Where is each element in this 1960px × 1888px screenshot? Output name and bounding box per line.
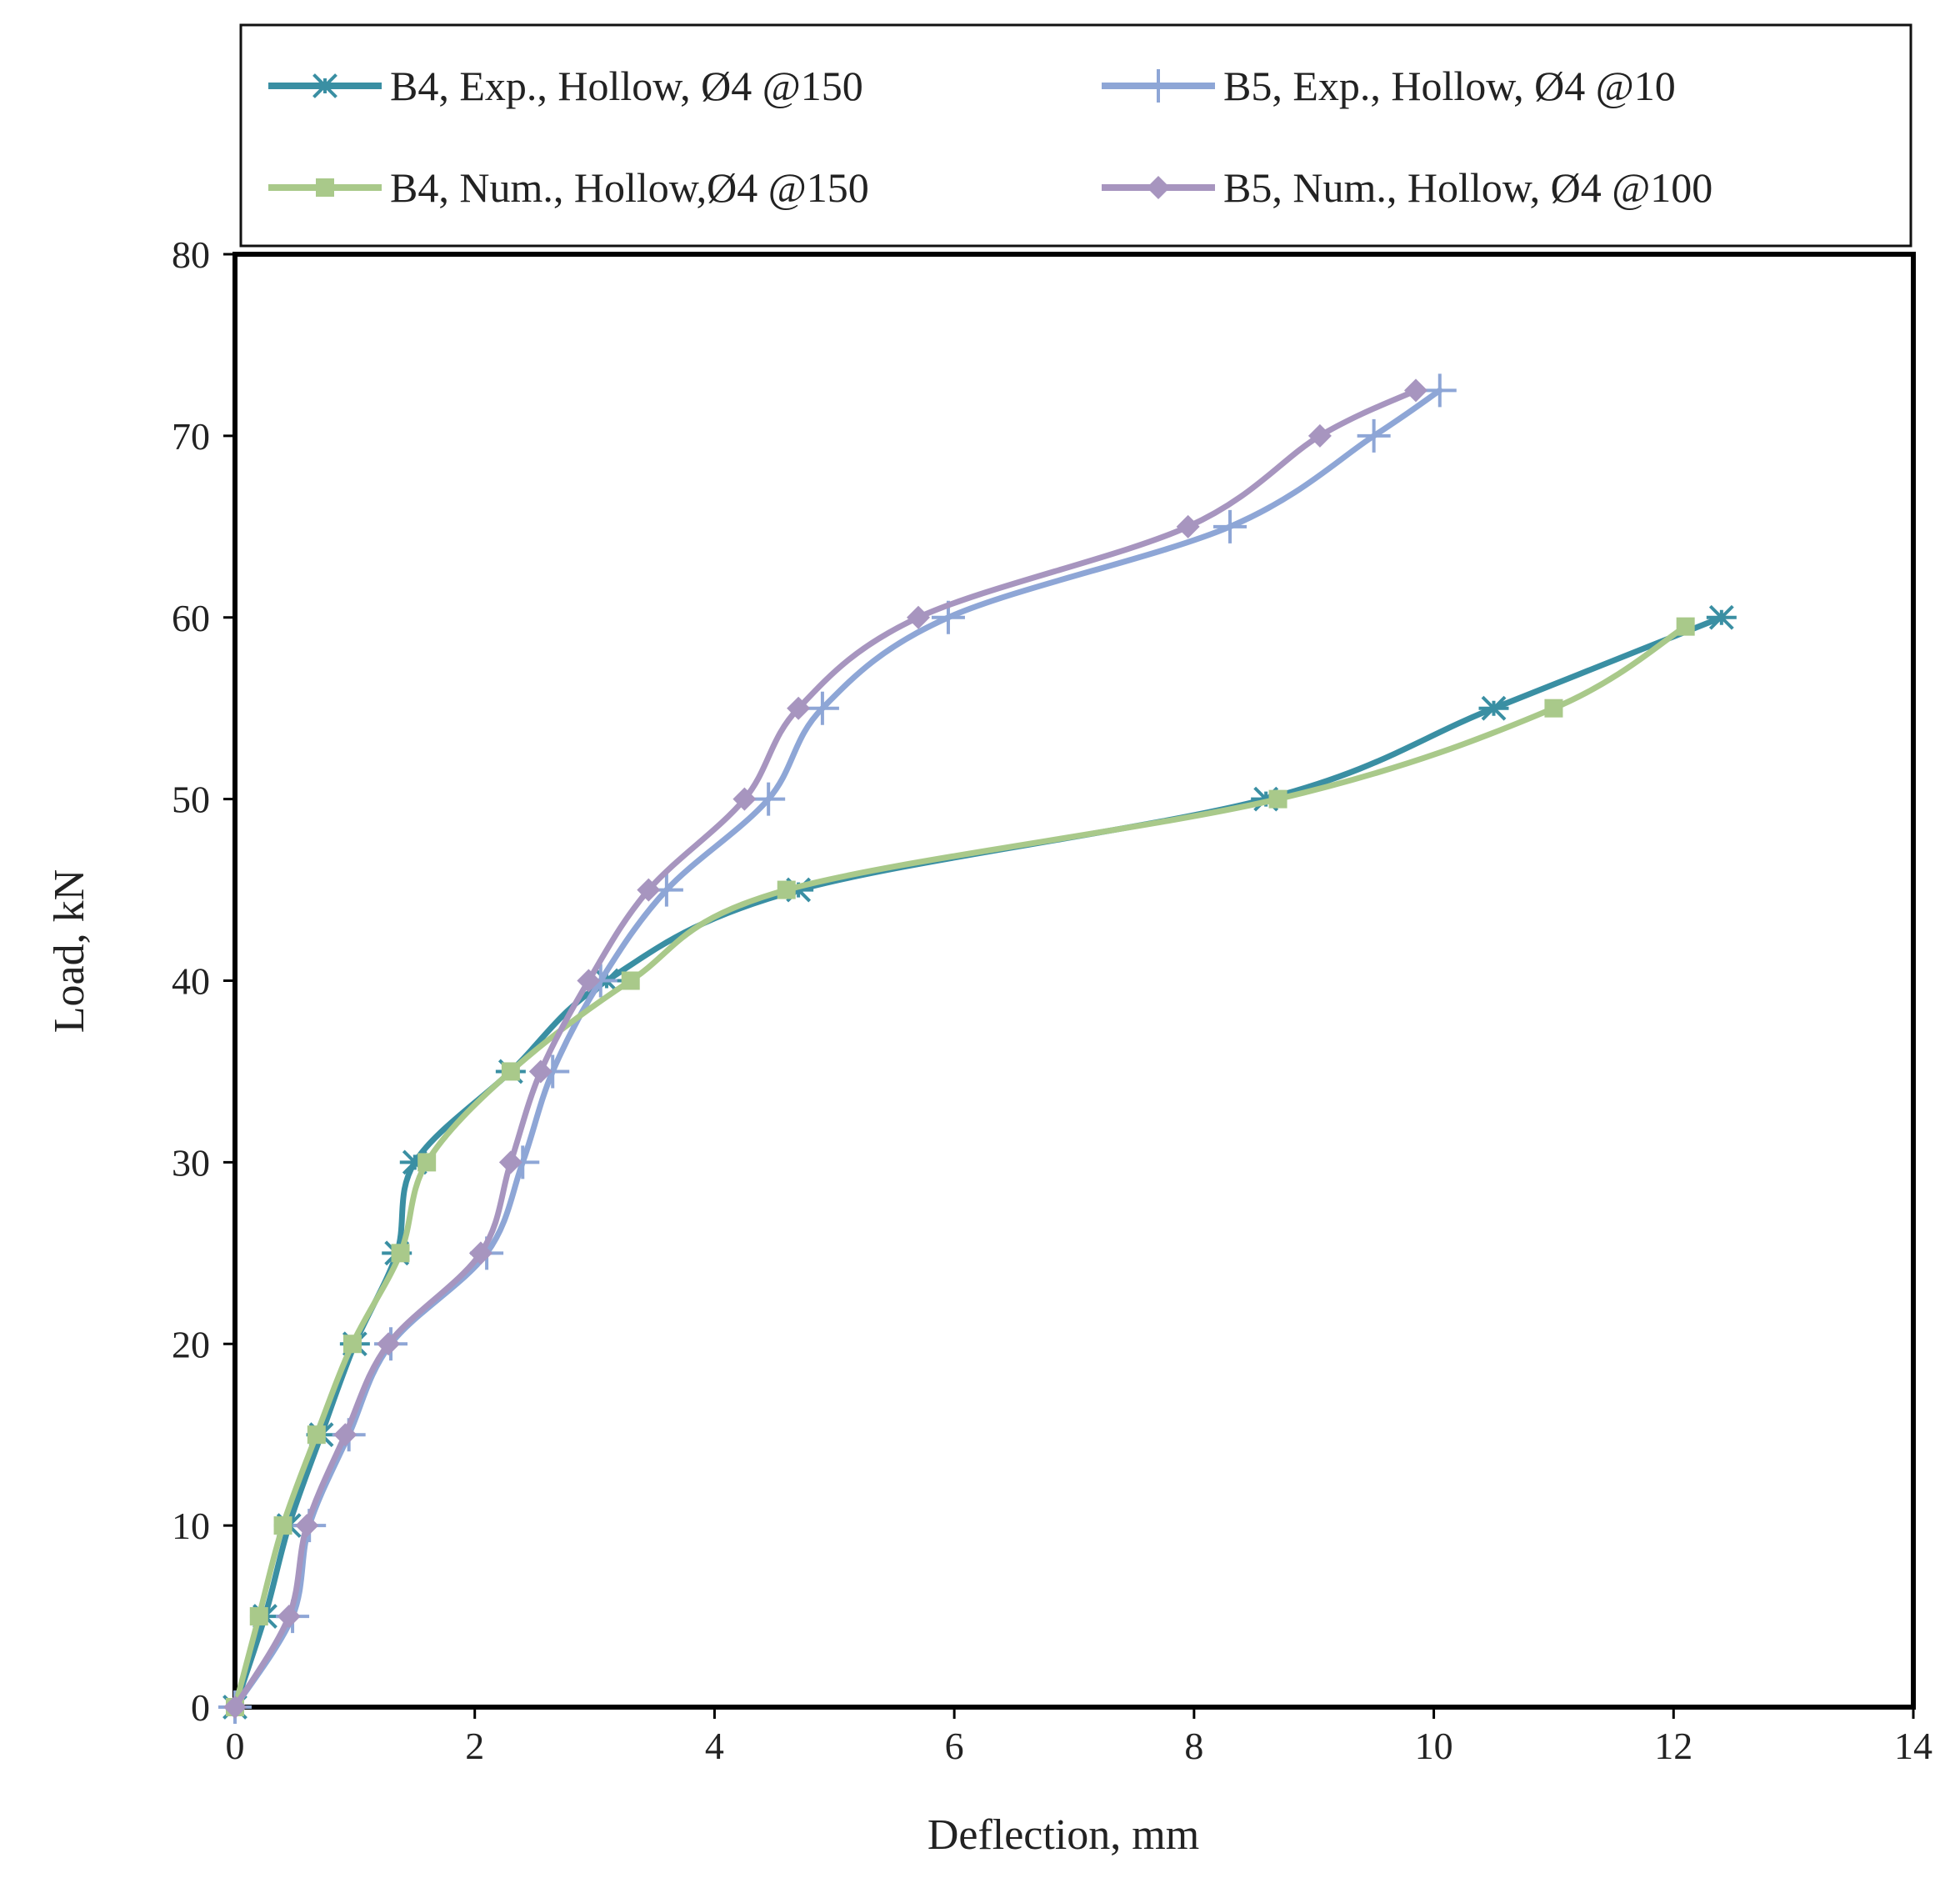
y-tick-label: 30 — [172, 1141, 210, 1184]
data-point — [1422, 373, 1457, 408]
data-point — [777, 880, 796, 899]
legend: B4, Exp., Hollow, Ø4 @150 B5, Exp., Hollo… — [239, 23, 1912, 248]
data-point — [1544, 699, 1563, 718]
series-3 — [226, 617, 1695, 1716]
y-axis-title: Load, kN — [46, 869, 93, 1033]
y-tick-label: 20 — [172, 1323, 210, 1365]
axes: 0 2 4 6 8 10 12 14 0 10 20 30 40 50 60 70 80 — [172, 233, 1932, 1767]
y-tick-label: 60 — [172, 597, 210, 639]
legend-label: B4, Num., Hollow,Ø4 @150 — [390, 164, 869, 211]
plot-area — [232, 252, 1916, 1710]
data-point — [906, 605, 930, 629]
data-point — [732, 787, 757, 811]
series-1 — [220, 604, 1737, 1720]
data-point — [577, 969, 601, 993]
legend-box — [239, 23, 1912, 248]
legend-item: B5, Exp., Hollow, Ø4 @10 — [1102, 63, 1676, 109]
x-tick-label: 14 — [1894, 1725, 1932, 1767]
data-point — [249, 1607, 268, 1626]
series-2 — [218, 373, 1457, 1724]
data-point — [333, 1423, 358, 1447]
data-point — [805, 691, 839, 725]
series-line — [232, 387, 1443, 1710]
series-line — [232, 623, 1689, 1710]
data-point — [621, 971, 640, 990]
y-tick-label: 40 — [172, 960, 210, 1003]
data-point — [377, 1332, 401, 1356]
legend-marker — [316, 178, 334, 197]
y-tick-label: 0 — [191, 1686, 210, 1729]
data-point — [1308, 423, 1332, 448]
legend-label: B5, Num., Hollow, Ø4 @100 — [1223, 164, 1712, 211]
data-point — [399, 1149, 430, 1175]
data-point — [295, 1514, 319, 1538]
data-point — [223, 1695, 247, 1719]
data-point — [787, 696, 811, 720]
data-point — [1676, 617, 1695, 636]
series-group — [218, 373, 1737, 1724]
data-point — [498, 1150, 522, 1174]
legend-item: B4, Num., Hollow,Ø4 @150 — [268, 164, 869, 211]
y-tick-label: 50 — [172, 779, 210, 821]
data-point — [1403, 378, 1428, 403]
data-point — [1268, 789, 1288, 809]
x-axis-title: Deflection, mm — [928, 1811, 1199, 1859]
legend-marker — [1142, 69, 1175, 103]
data-point — [752, 782, 786, 816]
x-tick-label: 6 — [945, 1725, 964, 1767]
data-point — [391, 1244, 410, 1263]
legend-item: B4, Exp., Hollow, Ø4 @150 — [268, 63, 863, 109]
series-line — [232, 614, 1725, 1710]
data-point — [528, 1059, 552, 1084]
data-point — [1176, 514, 1200, 538]
data-point — [501, 1062, 520, 1081]
data-point — [1213, 509, 1248, 543]
data-point — [637, 878, 661, 902]
legend-marker — [1147, 176, 1170, 199]
x-tick-label: 2 — [465, 1725, 484, 1767]
legend-item: B5, Num., Hollow, Ø4 @100 — [1102, 164, 1712, 211]
data-point — [468, 1241, 492, 1265]
data-point — [307, 1425, 326, 1445]
y-tick-label: 70 — [172, 415, 210, 458]
data-point — [342, 1335, 362, 1354]
y-tick-label: 80 — [172, 233, 210, 276]
data-point — [1357, 418, 1391, 453]
data-point — [1478, 695, 1509, 721]
y-tick-label: 10 — [172, 1505, 210, 1547]
x-tick-label: 4 — [705, 1725, 724, 1767]
data-point — [783, 877, 814, 903]
legend-label: B5, Exp., Hollow, Ø4 @10 — [1223, 63, 1676, 109]
x-tick-label: 12 — [1654, 1725, 1692, 1767]
x-tick-label: 8 — [1184, 1725, 1203, 1767]
data-point — [418, 1153, 437, 1172]
series-4 — [223, 378, 1428, 1719]
x-tick-label: 0 — [226, 1725, 245, 1767]
legend-marker — [310, 73, 340, 98]
legend-label: B4, Exp., Hollow, Ø4 @150 — [390, 63, 863, 109]
data-point — [277, 1605, 301, 1629]
data-point — [1706, 604, 1737, 630]
data-point — [273, 1516, 292, 1535]
x-tick-label: 10 — [1415, 1725, 1453, 1767]
series-line — [232, 387, 1419, 1710]
